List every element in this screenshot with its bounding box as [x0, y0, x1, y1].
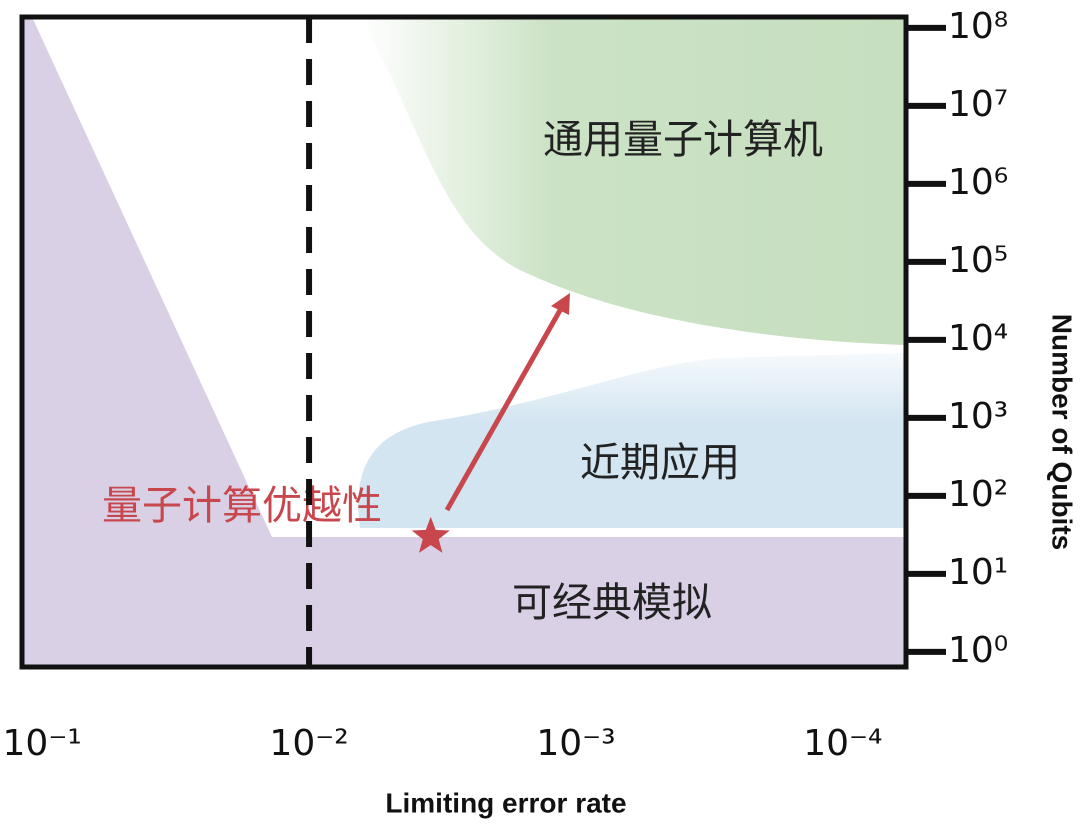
y-axis-title: Number of Qubits — [1047, 314, 1078, 550]
x-tick-label: 10⁻¹ — [3, 723, 82, 764]
y-tick-label: 10⁰ — [948, 630, 1008, 671]
annotation: 近期应用 — [580, 440, 740, 486]
y-tick-label: 10⁴ — [948, 318, 1008, 359]
y-tick-label: 10¹ — [948, 552, 1008, 593]
x-tick-label: 10⁻⁴ — [803, 723, 882, 764]
annotation: 可经典模拟 — [512, 580, 712, 626]
star-point — [411, 516, 450, 553]
y-tick-label: 10⁵ — [948, 240, 1008, 281]
annotation: 量子计算优越性 — [102, 483, 382, 529]
x-tick-label: 10⁻² — [269, 723, 348, 764]
arrow — [444, 303, 566, 512]
classical-region — [22, 17, 906, 667]
y-tick-label: 10⁸ — [948, 6, 1008, 47]
y-tick-label: 10³ — [948, 396, 1008, 437]
y-tick-label: 10⁶ — [948, 162, 1008, 203]
y-tick-label: 10⁷ — [948, 84, 1008, 125]
universal-region — [360, 17, 906, 345]
near-term-region — [358, 353, 906, 528]
x-axis-title: Limiting error rate — [385, 787, 626, 818]
y-tick-label: 10² — [948, 474, 1008, 515]
arrow-head — [551, 293, 570, 315]
x-tick-label: 10⁻³ — [536, 723, 615, 764]
annotation: 通用量子计算机 — [543, 117, 823, 163]
